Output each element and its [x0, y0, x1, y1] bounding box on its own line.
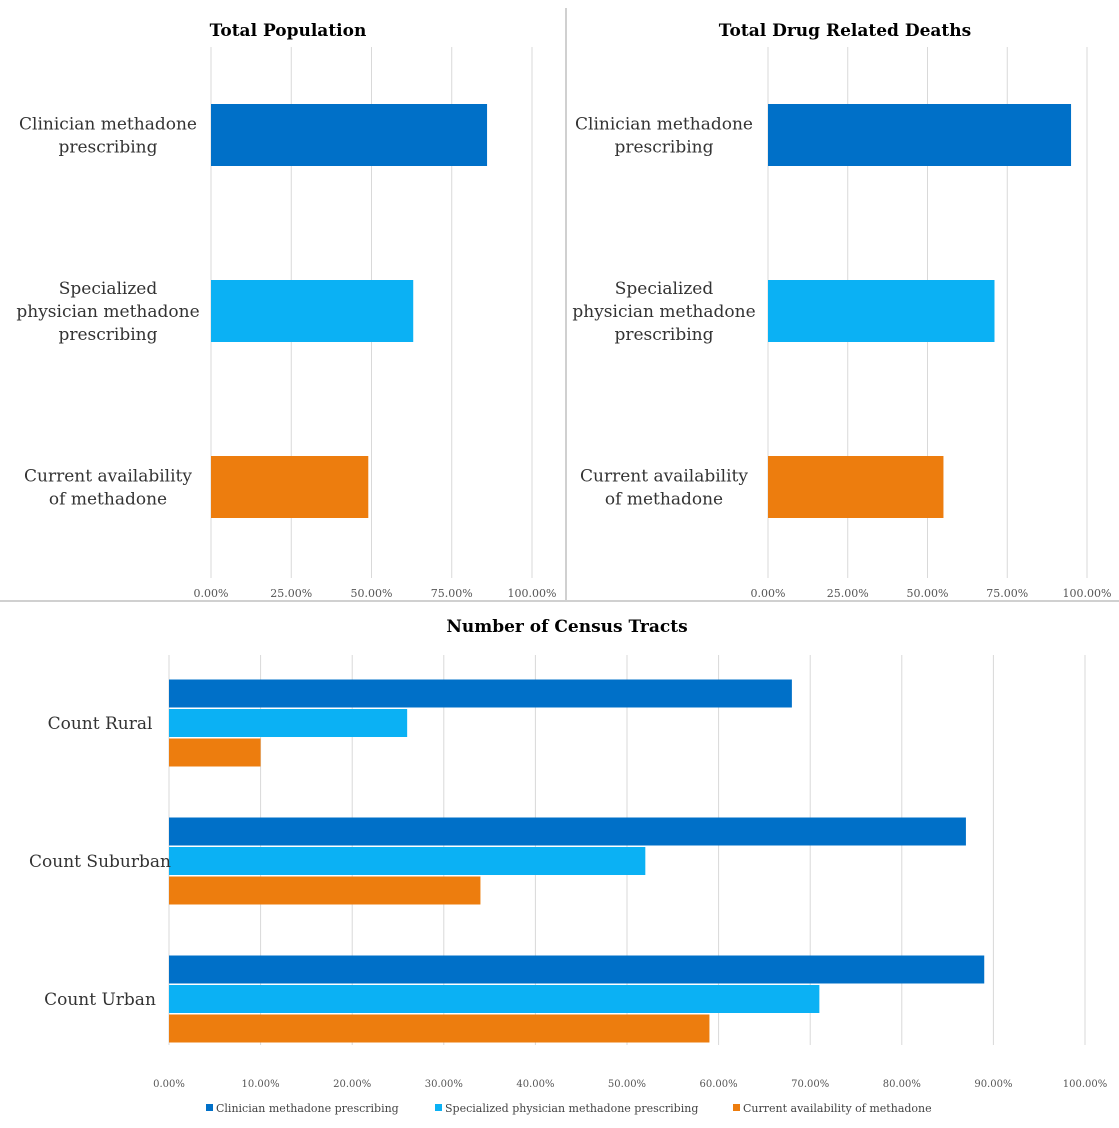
bar	[169, 817, 966, 846]
bar	[169, 985, 820, 1013]
bar	[169, 709, 408, 737]
category-label: Count Suburban	[29, 852, 171, 872]
bar	[169, 679, 792, 708]
x-tick-label: 0.00%	[751, 587, 786, 600]
chart-title: Total Drug Related Deaths	[719, 21, 971, 41]
bar	[768, 104, 1072, 166]
x-tick-label: 50.00%	[351, 587, 393, 600]
bar	[211, 104, 488, 166]
x-tick-label: 25.00%	[827, 587, 869, 600]
x-tick-label: 40.00%	[516, 1079, 554, 1090]
category-label: Specialized	[615, 279, 714, 299]
total-population-chart: Total Population 0.00% 25.00% 50.00% 75.00%…	[16, 21, 556, 600]
category-label: of methadone	[605, 490, 723, 510]
x-tick-label: 100.00%	[1063, 1079, 1108, 1090]
x-tick-label: 0.00%	[153, 1079, 185, 1090]
category-label: prescribing	[614, 138, 713, 158]
category-label: prescribing	[58, 138, 157, 158]
bar	[169, 847, 646, 875]
legend: Clinician methadone prescribing Specializ…	[206, 1102, 932, 1115]
category-label: physician methadone	[572, 302, 755, 322]
legend-label: Current availability of methadone	[743, 1102, 932, 1115]
bar	[169, 1014, 710, 1043]
category-label: Count Urban	[44, 990, 156, 1010]
x-tick-label: 50.00%	[907, 587, 949, 600]
x-tick-label: 30.00%	[425, 1079, 463, 1090]
category-label: Count Rural	[48, 714, 153, 734]
x-tick-label: 75.00%	[986, 587, 1028, 600]
x-tick-label: 90.00%	[974, 1079, 1012, 1090]
category-label: prescribing	[58, 325, 157, 345]
category-label: Specialized	[59, 279, 158, 299]
category-label: prescribing	[614, 325, 713, 345]
legend-swatch	[733, 1104, 740, 1111]
bar	[211, 456, 369, 518]
category-label: Current availability	[580, 467, 748, 487]
x-tick-label: 10.00%	[242, 1079, 280, 1090]
x-tick-label: 20.00%	[333, 1079, 371, 1090]
bar	[768, 456, 944, 518]
category-label: of methadone	[49, 490, 167, 510]
x-tick-label: 60.00%	[700, 1079, 738, 1090]
x-tick-label: 70.00%	[791, 1079, 829, 1090]
legend-swatch	[435, 1104, 442, 1111]
x-tick-label: 80.00%	[883, 1079, 921, 1090]
x-tick-label: 50.00%	[608, 1079, 646, 1090]
bar	[768, 280, 995, 342]
chart-title: Number of Census Tracts	[446, 617, 687, 637]
total-drug-related-deaths-chart: Total Drug Related Deaths 0.00% 25.00% 50.…	[572, 21, 1111, 600]
bar	[169, 738, 261, 767]
x-tick-label: 25.00%	[270, 587, 312, 600]
x-tick-label: 100.00%	[508, 587, 557, 600]
x-tick-label: 75.00%	[431, 587, 473, 600]
x-tick-label: 100.00%	[1063, 587, 1112, 600]
chart-title: Total Population	[210, 21, 367, 41]
legend-label: Specialized physician methadone prescrib…	[445, 1102, 698, 1115]
category-label: Current availability	[24, 467, 192, 487]
category-label: Clinician methadone	[19, 115, 197, 135]
bar	[169, 876, 481, 905]
census-tracts-chart: Number of Census Tracts 0.00% 10.00% 20.00…	[29, 617, 1107, 1090]
legend-swatch	[206, 1104, 213, 1111]
category-label: Clinician methadone	[575, 115, 753, 135]
legend-label: Clinician methadone prescribing	[216, 1102, 399, 1115]
x-tick-label: 0.00%	[194, 587, 229, 600]
bar	[211, 280, 414, 342]
bar	[169, 955, 985, 984]
category-label: physician methadone	[16, 302, 199, 322]
